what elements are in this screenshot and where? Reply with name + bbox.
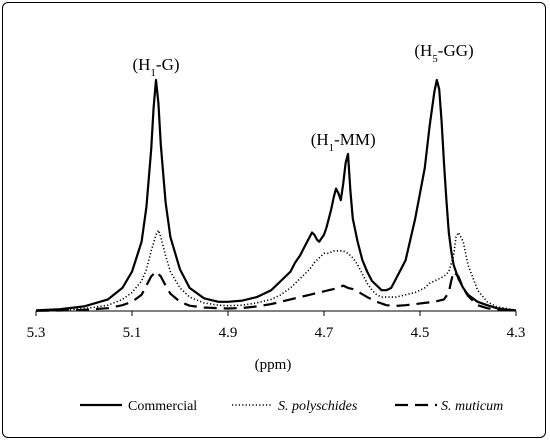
x-tick-label: 4.7: [315, 325, 334, 341]
legend: Commercial S. polyschides S. muticum: [80, 399, 503, 414]
x-tick-label: 4.9: [219, 325, 238, 341]
annotation-text: (H: [132, 55, 150, 74]
figure-frame: [2, 2, 546, 438]
peak-annotation: (H1-G): [132, 55, 179, 79]
x-axis-label: (ppm): [255, 357, 292, 373]
annotation-subscript: 5: [432, 53, 438, 65]
x-tick-label: 4.3: [507, 325, 526, 341]
annotation-rest: -MM): [334, 130, 376, 149]
x-ticks: 5.3 5.1 4.9 4.7 4.5 4.3: [27, 311, 526, 341]
x-tick-label: 4.5: [411, 325, 430, 341]
peak-annotation: (H5-GG): [414, 41, 473, 65]
annotation-rest: -GG): [438, 41, 474, 60]
x-tick-label: 5.3: [27, 325, 46, 341]
series-line-s-muticum: [35, 270, 517, 312]
annotation-subscript: 1: [150, 67, 156, 79]
legend-label: S. muticum: [441, 399, 503, 414]
legend-label: Commercial: [128, 399, 197, 414]
annotation-rest: -G): [156, 55, 180, 74]
annotation-subscript: 1: [329, 142, 335, 154]
series-layer: [35, 78, 517, 312]
legend-label: S. polyschides: [278, 399, 358, 414]
peak-annotations: (H1-G)(H1-MM)(H5-GG): [132, 41, 473, 154]
peak-annotation: (H1-MM): [311, 130, 376, 154]
series-line-commercial: [35, 78, 517, 312]
annotation-text: (H: [414, 41, 432, 60]
annotation-text: (H: [311, 130, 329, 149]
x-tick-label: 5.1: [123, 325, 142, 341]
